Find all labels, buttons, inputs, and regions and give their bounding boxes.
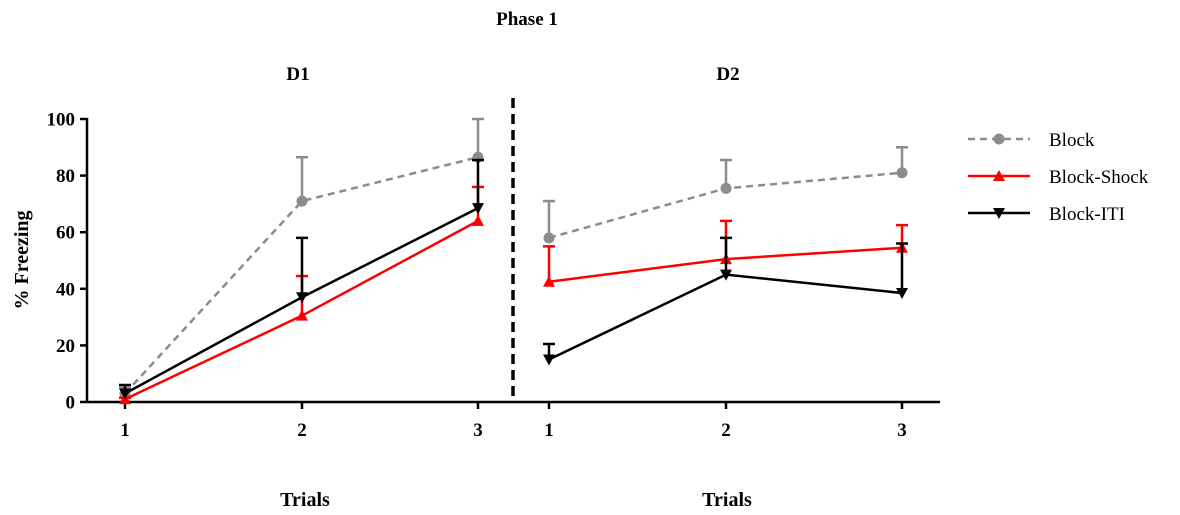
series-line-d2-block-iti	[548, 273, 903, 361]
y-tick-label-20: 20	[56, 336, 75, 357]
legend-marker-block	[993, 133, 1005, 145]
point-d2-block-iti-1	[543, 354, 555, 366]
legend-label-block-iti: Block-ITI	[1049, 204, 1125, 225]
point-d1-block-2	[296, 195, 308, 207]
legend-item-block: Block	[968, 130, 1095, 151]
x-tick-label-d2-1: 1	[544, 420, 554, 441]
x-tick-label-d2-2: 2	[721, 420, 731, 441]
x-tick-label-d1-2: 2	[297, 420, 307, 441]
point-d2-block-2	[720, 182, 732, 194]
legend-marker-block-shock	[993, 170, 1005, 181]
legend-item-block-shock: Block-Shock	[968, 167, 1149, 188]
point-d1-block-iti-2	[296, 292, 308, 304]
point-d2-block-iti-3	[896, 288, 908, 300]
point-d2-block-3	[896, 167, 908, 179]
legend-marker-block-iti	[993, 208, 1005, 219]
legend-label-block: Block	[1049, 130, 1095, 151]
y-tick-label-80: 80	[56, 166, 75, 187]
y-tick-label-60: 60	[56, 223, 75, 244]
point-d1-block-iti-3	[472, 203, 484, 215]
x-axis-label-d1: Trials	[280, 489, 330, 511]
panel-title-d1: D1	[286, 64, 309, 85]
x-tick-label-d1-1: 1	[120, 420, 130, 441]
y-tick-label-0: 0	[66, 393, 76, 414]
plot-area	[119, 117, 908, 405]
series-line-d1-block	[124, 155, 479, 395]
chart-title: Phase 1	[496, 9, 558, 30]
y-tick-label-100: 100	[47, 110, 76, 131]
y-axis-label: % Freezing	[11, 210, 33, 309]
y-tick-label-40: 40	[56, 279, 75, 300]
legend: Block Block-Shock Block-ITI	[968, 130, 1149, 225]
panel-title-d2: D2	[716, 64, 739, 85]
point-d1-block-shock-3	[472, 214, 484, 226]
x-tick-label-d2-3: 3	[897, 420, 907, 441]
legend-item-block-iti: Block-ITI	[968, 204, 1125, 225]
point-d2-block-1	[543, 232, 555, 244]
point-d2-block-iti-2	[720, 269, 732, 281]
axes: 0 20 40 60 80 100 1 2 3 1 2 3	[47, 98, 940, 441]
x-axis-label-d2: Trials	[702, 489, 752, 511]
legend-label-block-shock: Block-Shock	[1049, 167, 1149, 188]
point-d1-block-iti-1	[119, 388, 131, 400]
point-d2-block-shock-1	[543, 275, 555, 287]
x-tick-label-d1-3: 3	[473, 420, 483, 441]
point-d1-block-shock-2	[296, 309, 308, 321]
